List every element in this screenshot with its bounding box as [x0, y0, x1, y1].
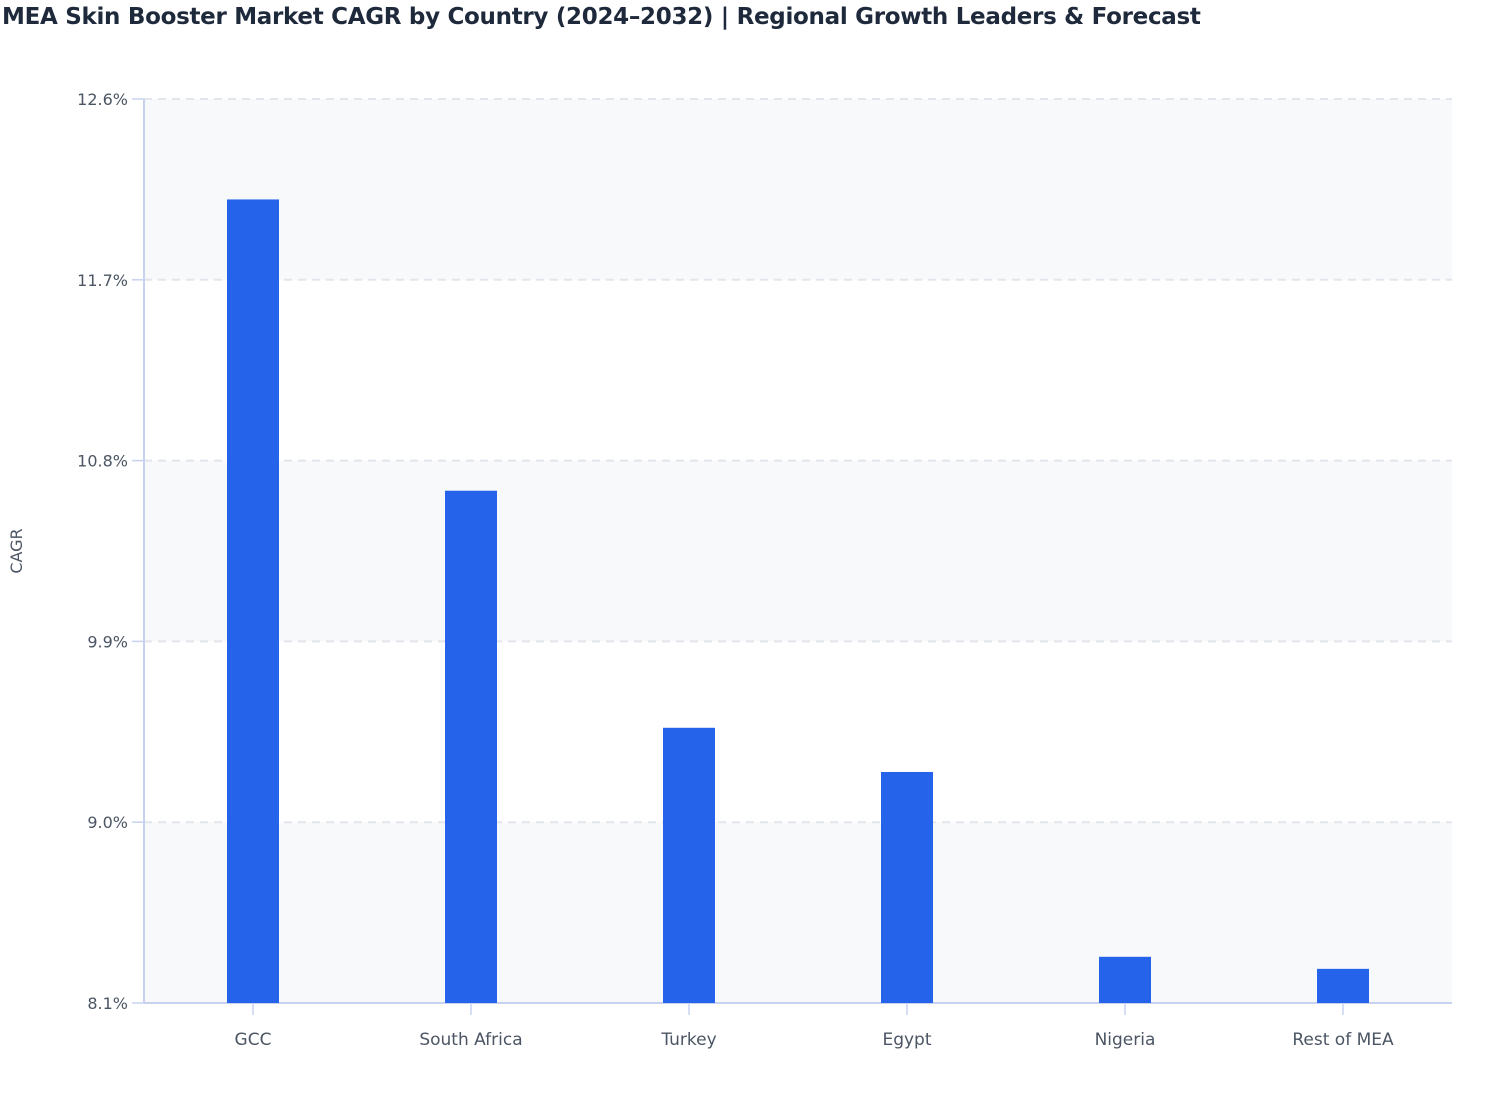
x-tick-label: GCC: [235, 1030, 272, 1050]
y-tick-label: 9.9%: [87, 632, 128, 651]
bar-egypt: [881, 771, 933, 1003]
x-tick-label: Egypt: [882, 1030, 931, 1050]
chart-title: MEA Skin Booster Market CAGR by Country …: [2, 4, 1201, 30]
bar-gcc: [227, 199, 279, 1003]
bar-rest-of-mea: [1317, 968, 1369, 1003]
y-tick-label: 10.8%: [77, 452, 128, 471]
y-axis-label: CAGR: [7, 528, 26, 573]
grid-band: [144, 822, 1452, 1003]
bar-turkey: [663, 727, 715, 1003]
bar-south-africa: [445, 490, 497, 1003]
grid-band: [144, 99, 1452, 280]
grid-band: [144, 460, 1452, 642]
y-tick-label: 9.0%: [87, 813, 128, 832]
x-tick-label: Turkey: [660, 1030, 716, 1050]
x-tick-label: Rest of MEA: [1292, 1030, 1394, 1050]
x-tick-label: South Africa: [419, 1030, 522, 1050]
y-tick-label: 12.6%: [77, 90, 128, 109]
y-tick-label: 11.7%: [77, 271, 128, 290]
x-tick-label: Nigeria: [1095, 1030, 1156, 1050]
bar-nigeria: [1099, 956, 1151, 1003]
y-tick-label: 8.1%: [87, 994, 128, 1013]
